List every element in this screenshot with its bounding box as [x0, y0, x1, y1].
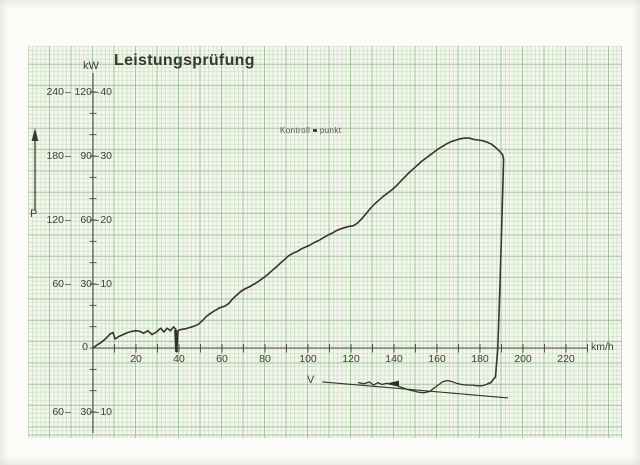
x-axis-tick-label: 160: [428, 353, 446, 365]
y-axis-row-label: 120–60–20: [46, 214, 112, 226]
x-axis-tick-label: 20: [130, 353, 142, 365]
kontroll-text: Kontroll: [280, 126, 311, 135]
curve-layer: [92, 137, 509, 399]
punkt-text: punkt: [319, 126, 342, 135]
x-axis-tick-label: 60: [216, 353, 228, 365]
x-axis-unit-label: km/h: [591, 341, 614, 353]
y-axis-row-label: 60–30–10: [52, 406, 112, 418]
y-axis-unit-label: kW: [83, 60, 99, 72]
kontrollpunkt-legend: Kontroll punkt: [280, 126, 341, 135]
y-axis-row-label: 240–120–40: [46, 86, 112, 98]
chart-title: Leistungsprüfung: [114, 52, 255, 69]
v-trace-label: V: [307, 374, 315, 386]
graph-paper-grid: [28, 46, 622, 438]
y-axis-zero-label: 0: [82, 341, 88, 353]
axis-layer: [89, 73, 588, 433]
x-axis-tick-label: 40: [173, 353, 185, 365]
x-axis-tick-label: 200: [514, 353, 532, 365]
y-axis-row-label: 180–90–30: [46, 150, 112, 162]
x-axis-tick-label: 80: [259, 353, 271, 365]
p-axis-label: P: [30, 208, 38, 220]
x-axis-tick-label: 180: [471, 353, 489, 365]
y-axis-row-label: 60–30–10: [52, 278, 112, 290]
x-axis-tick-label: 100: [299, 353, 317, 365]
gearshift-spike-mark: [174, 329, 178, 353]
p-axis-arrow: [31, 128, 39, 210]
x-axis-tick-label: 120: [342, 353, 360, 365]
x-axis-tick-label: 220: [557, 353, 575, 365]
v-direction-arrowhead: [387, 380, 399, 387]
x-axis-tick-label: 140: [385, 353, 403, 365]
control-point-marker-icon: [313, 128, 317, 133]
